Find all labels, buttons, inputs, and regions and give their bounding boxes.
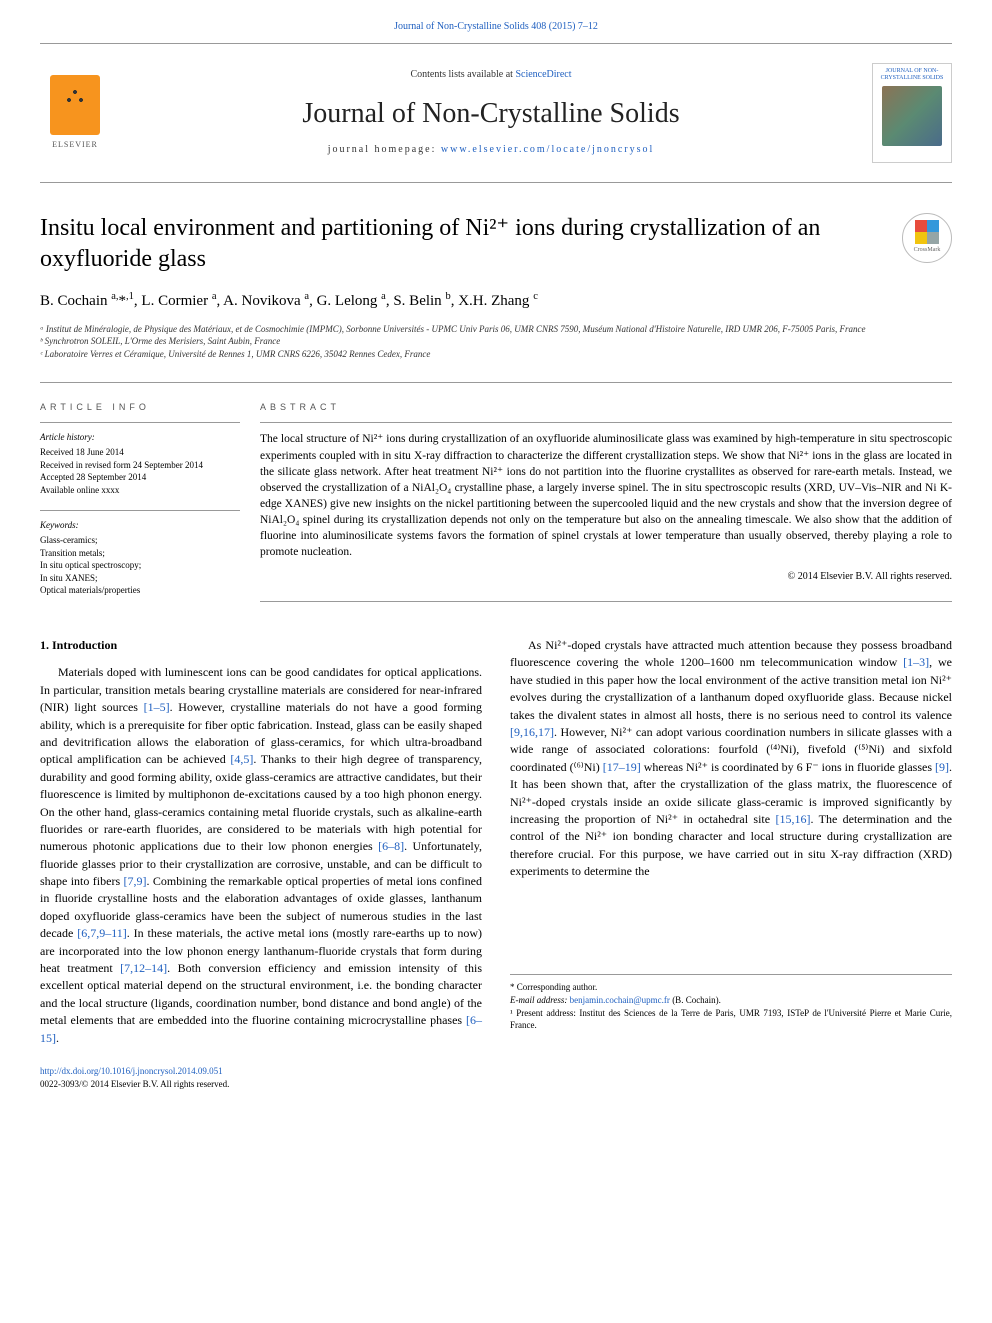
journal-citation: Journal of Non-Crystalline Solids 408 (2… [40, 20, 952, 35]
issn-copyright: 0022-3093/© 2014 Elsevier B.V. All right… [40, 1078, 229, 1091]
keyword-1: Transition metals; [40, 547, 240, 560]
homepage-link[interactable]: www.elsevier.com/locate/jnoncrysol [441, 144, 654, 155]
title-row: Insitu local environment and partitionin… [40, 213, 952, 289]
ref-link[interactable]: [7,9] [124, 874, 147, 888]
ref-link[interactable]: [4,5] [230, 752, 253, 766]
journal-name: Journal of Non-Crystalline Solids [110, 94, 872, 135]
affiliation-b: ᵇ Synchrotron SOLEIL, L'Orme des Merisie… [40, 335, 952, 348]
history-accepted: Accepted 28 September 2014 [40, 471, 240, 484]
footer-left: http://dx.doi.org/10.1016/j.jnoncrysol.2… [40, 1065, 229, 1091]
sciencedirect-link[interactable]: ScienceDirect [515, 69, 571, 80]
elsevier-label: ELSEVIER [52, 139, 98, 151]
journal-cover-text: JOURNAL OF NON-CRYSTALLINE SOLIDS [877, 68, 947, 82]
page-footer: http://dx.doi.org/10.1016/j.jnoncrysol.2… [40, 1065, 952, 1091]
affiliations: ᵃ Institut de Minéralogie, de Physique d… [40, 323, 952, 361]
abstract-divider-bottom [260, 601, 952, 602]
journal-header: ELSEVIER Contents lists available at Sci… [40, 43, 952, 183]
email-who: (B. Cochain). [670, 995, 721, 1005]
info-abstract-row: article info Article history: Received 1… [40, 382, 952, 611]
journal-cover-thumb: JOURNAL OF NON-CRYSTALLINE SOLIDS [872, 63, 952, 163]
info-divider-2 [40, 510, 240, 511]
keyword-3: In situ XANES; [40, 572, 240, 585]
affiliation-a: ᵃ Institut de Minéralogie, de Physique d… [40, 323, 952, 336]
email-link[interactable]: benjamin.cochain@upmc.fr [570, 995, 670, 1005]
contents-prefix: Contents lists available at [410, 69, 515, 80]
info-divider [40, 422, 240, 423]
abstract-column: abstract The local structure of Ni²⁺ ion… [260, 401, 952, 611]
abstract-text: The local structure of Ni²⁺ ions during … [260, 431, 952, 560]
abstract-copyright: © 2014 Elsevier B.V. All rights reserved… [260, 570, 952, 585]
corresponding-author: * Corresponding author. [510, 981, 952, 994]
journal-citation-link[interactable]: Journal of Non-Crystalline Solids 408 (2… [394, 21, 598, 32]
article-info-column: article info Article history: Received 1… [40, 401, 260, 611]
journal-cover-image [882, 86, 942, 146]
ref-link[interactable]: [7,12–14] [120, 961, 167, 975]
header-center: Contents lists available at ScienceDirec… [110, 68, 872, 158]
ref-link[interactable]: [1–5] [144, 700, 170, 714]
keywords-block: Keywords: Glass-ceramics; Transition met… [40, 519, 240, 597]
article-info-heading: article info [40, 401, 240, 414]
ref-link[interactable]: [9,16,17] [510, 725, 554, 739]
keyword-2: In situ optical spectroscopy; [40, 559, 240, 572]
history-label: Article history: [40, 431, 240, 444]
abstract-heading: abstract [260, 401, 952, 414]
crossmark-icon [915, 220, 939, 244]
intro-paragraph-2: As Ni²⁺-doped crystals have attracted mu… [510, 637, 952, 880]
history-online: Available online xxxx [40, 484, 240, 497]
crossmark-badge[interactable]: CrossMark [902, 213, 952, 263]
ref-link[interactable]: [6,7,9–11] [77, 926, 127, 940]
doi-link[interactable]: http://dx.doi.org/10.1016/j.jnoncrysol.2… [40, 1066, 223, 1076]
email-label: E-mail address: [510, 995, 570, 1005]
keyword-0: Glass-ceramics; [40, 534, 240, 547]
ref-link[interactable]: [15,16] [775, 812, 810, 826]
crossmark-label: CrossMark [914, 246, 941, 255]
contents-line: Contents lists available at ScienceDirec… [110, 68, 872, 83]
elsevier-logo: ELSEVIER [40, 68, 110, 158]
article-history-block: Article history: Received 18 June 2014 R… [40, 431, 240, 496]
affiliation-c: ᶜ Laboratoire Verres et Céramique, Unive… [40, 348, 952, 361]
authors-line: B. Cochain a,*,1, L. Cormier a, A. Novik… [40, 289, 952, 313]
homepage-prefix: journal homepage: [328, 144, 441, 155]
keyword-4: Optical materials/properties [40, 584, 240, 597]
ref-link[interactable]: [6–8] [378, 839, 404, 853]
elsevier-tree-icon [50, 75, 100, 135]
present-address: ¹ Present address: Institut des Sciences… [510, 1007, 952, 1032]
footnote-block: * Corresponding author. E-mail address: … [510, 974, 952, 1031]
intro-paragraph-1: Materials doped with luminescent ions ca… [40, 664, 482, 1047]
keywords-label: Keywords: [40, 519, 240, 532]
ref-link[interactable]: [9] [935, 760, 949, 774]
history-revised: Received in revised form 24 September 20… [40, 459, 240, 472]
ref-link[interactable]: [17–19] [603, 760, 641, 774]
abstract-divider-top [260, 422, 952, 423]
body-two-column: 1. Introduction Materials doped with lum… [40, 637, 952, 1047]
homepage-line: journal homepage: www.elsevier.com/locat… [110, 143, 872, 158]
section-1-heading: 1. Introduction [40, 637, 482, 654]
article-title: Insitu local environment and partitionin… [40, 213, 882, 275]
history-received: Received 18 June 2014 [40, 446, 240, 459]
email-line: E-mail address: benjamin.cochain@upmc.fr… [510, 994, 952, 1007]
ref-link[interactable]: [1–3] [903, 655, 929, 669]
